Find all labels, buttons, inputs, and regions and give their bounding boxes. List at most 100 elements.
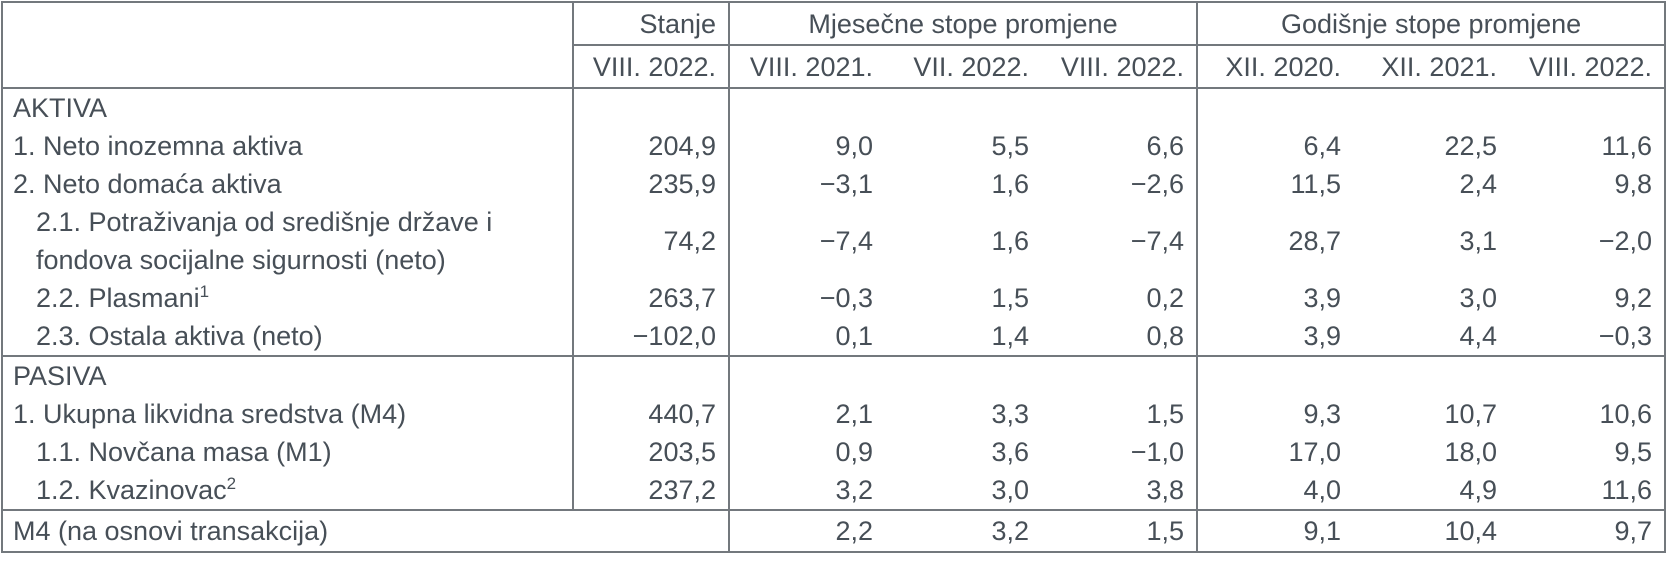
column-stanje-period: VIII. 2022. — [572, 45, 729, 89]
value-cell: 204,9 — [572, 127, 729, 165]
row-label: PASIVA — [2, 355, 573, 395]
value-cell: 74,2 — [572, 203, 729, 279]
column-monthly-period-1: VIII. 2021. — [728, 45, 885, 89]
value-cell: 237,2 — [572, 471, 729, 510]
value-cell: 3,0 — [1459, 283, 1498, 313]
value-cell: 263,7 — [572, 279, 729, 317]
empty-cell — [1041, 355, 1198, 395]
value-cell: 5,5 — [991, 131, 1029, 161]
value-cell: 4,0 — [1196, 471, 1354, 510]
value-cell: 9,7 — [1509, 509, 1666, 552]
empty-cell — [1509, 355, 1666, 395]
empty-cell — [1353, 88, 1509, 127]
row-label: AKTIVA — [13, 93, 108, 123]
empty-cell — [1196, 88, 1354, 127]
table-row: 1. Ukupna likvidna sredstva (M4) 440,7 2,1… — [2, 395, 1665, 433]
row-label: 2. Neto domaća aktiva — [13, 169, 282, 199]
value-cell: 1,5 — [991, 283, 1029, 313]
table-row: 1.1. Novčana masa (M1) 203,5 0,9 3,6 −1,0 17,… — [2, 433, 1665, 471]
row-label: 1.1. Novčana masa (M1) — [36, 437, 332, 467]
value-cell: 9,0 — [728, 127, 885, 165]
value-cell: 3,9 — [1196, 317, 1354, 356]
value-cell: 1,4 — [991, 321, 1029, 351]
column-yearly-period-3: VIII. 2022. — [1509, 45, 1666, 89]
value-cell: 9,1 — [1196, 509, 1354, 552]
value-cell: 3,9 — [1196, 279, 1354, 317]
value-cell: 3,8 — [1146, 475, 1185, 505]
row-label: 2.1. Potraživanja od središnje države i … — [36, 207, 493, 275]
row-label: 1.2. Kvazinovac2 — [36, 474, 237, 505]
value-cell: 0,1 — [728, 317, 885, 356]
empty-cell — [1041, 88, 1197, 127]
value-cell: −7,4 — [1130, 226, 1185, 256]
value-cell: −2,0 — [1598, 226, 1653, 256]
value-cell: 9,8 — [1614, 169, 1653, 199]
row-label: 1. Ukupna likvidna sredstva (M4) — [13, 399, 407, 429]
empty-cell — [728, 88, 885, 127]
column-group-stanje: Stanje — [572, 2, 729, 46]
value-cell: 1,6 — [991, 169, 1029, 199]
row-label: 2.3. Ostala aktiva (neto) — [36, 321, 323, 351]
value-cell: 3,3 — [991, 399, 1029, 429]
value-cell: 17,0 — [1196, 433, 1354, 471]
value-cell: 6,4 — [1196, 127, 1354, 165]
empty-cell — [1509, 88, 1665, 127]
table-row: 2.2. Plasmani1 263,7 −0,3 1,5 0,2 3,9 3,0 9,2 — [2, 279, 1665, 317]
empty-cell — [885, 88, 1041, 127]
value-cell: −2,6 — [1130, 169, 1185, 199]
value-cell: 0,8 — [1146, 321, 1185, 351]
value-cell: 3,2 — [728, 471, 885, 510]
header-group-row: Stanje Mjesečne stope promjene Godišnje … — [2, 2, 1666, 89]
table-row: 1. Neto inozemna aktiva 204,9 9,0 5,5 6,6 6,4… — [2, 127, 1665, 165]
value-cell: 11,5 — [1196, 165, 1354, 203]
monetary-statistics-table: Stanje Mjesečne stope promjene Godišnje … — [1, 1, 1667, 553]
value-cell: 10,7 — [1444, 399, 1498, 429]
table-header: Stanje Mjesečne stope promjene Godišnje … — [2, 2, 1666, 89]
empty-cell — [1196, 355, 1354, 395]
value-cell: 4,4 — [1459, 321, 1498, 351]
column-monthly-period-3: VIII. 2022. — [1041, 45, 1198, 89]
value-cell: −7,4 — [728, 203, 885, 279]
value-cell: 2,2 — [728, 509, 885, 552]
footnote-marker: 1 — [199, 282, 210, 301]
value-cell: −102,0 — [572, 317, 729, 356]
value-cell: 11,6 — [1601, 475, 1653, 505]
value-cell: 2,4 — [1459, 169, 1498, 199]
empty-cell — [1353, 355, 1510, 395]
value-cell: 10,4 — [1353, 509, 1510, 552]
column-monthly-period-2: VII. 2022. — [885, 45, 1041, 89]
value-cell: 3,0 — [991, 475, 1029, 505]
empty-cell — [572, 88, 729, 127]
empty-cell — [572, 355, 729, 395]
value-cell: 440,7 — [572, 395, 729, 433]
value-cell: 0,9 — [728, 433, 885, 471]
footer-row: M4 (na osnovi transakcija) 2,2 3,2 1,5 9,1 10… — [2, 509, 1666, 552]
value-cell: 203,5 — [572, 433, 729, 471]
column-yearly-period-1: XII. 2020. — [1196, 45, 1354, 89]
value-cell: 3,1 — [1459, 226, 1498, 256]
value-cell: −1,0 — [1130, 437, 1185, 467]
table-row: 2. Neto domaća aktiva 235,9 −3,1 1,6 −2,6 11,… — [2, 165, 1665, 203]
value-cell: 18,0 — [1444, 437, 1498, 467]
value-cell: 9,3 — [1196, 395, 1354, 433]
header-period-row: VIII. 2022. VIII. 2021. VII. 2022. VIII.… — [2, 45, 1666, 89]
corner-cell — [2, 2, 573, 89]
column-group-yearly-rates: Godišnje stope promjene — [1196, 2, 1666, 46]
row-label: 2.2. Plasmani1 — [36, 282, 210, 313]
value-cell: 0,2 — [1146, 283, 1185, 313]
value-cell: 2,1 — [728, 395, 885, 433]
value-cell: 4,9 — [1459, 475, 1498, 505]
value-cell: −0,3 — [728, 279, 885, 317]
table-row: 1.2. Kvazinovac2 237,2 3,2 3,0 3,8 4,0 4,9 11,6 — [2, 471, 1665, 510]
value-cell: 3,2 — [885, 509, 1041, 552]
value-cell: 28,7 — [1196, 203, 1354, 279]
empty-cell — [885, 355, 1041, 395]
row-label: 1. Neto inozemna aktiva — [13, 131, 303, 161]
value-cell: 10,6 — [1599, 399, 1653, 429]
value-cell: 235,9 — [572, 165, 729, 203]
footnote-marker: 2 — [226, 474, 237, 493]
row-label: M4 (na osnovi transakcija) — [2, 509, 729, 552]
value-cell: 1,6 — [991, 226, 1029, 256]
value-cell: 9,2 — [1614, 283, 1653, 313]
value-cell: 3,6 — [991, 437, 1029, 467]
